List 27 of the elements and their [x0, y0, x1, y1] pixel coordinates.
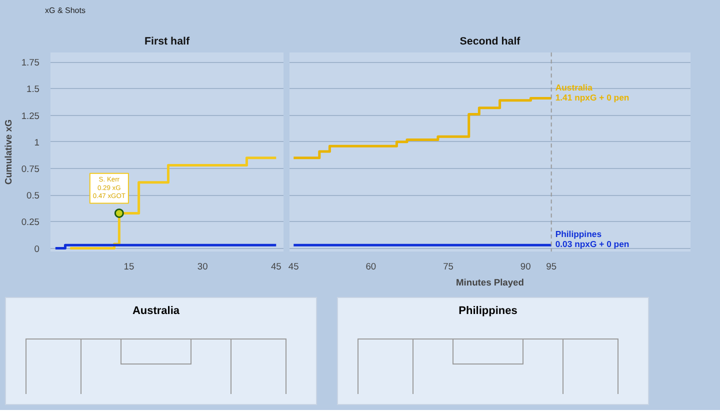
y-tick-label: 0.25: [21, 217, 40, 228]
x-tick-label: 45: [270, 262, 282, 272]
x-axis-title: Minutes Played: [456, 278, 524, 288]
y-tick-label: 1.5: [26, 84, 40, 94]
annotation: 1.41 npxG + 0 pen: [555, 92, 630, 102]
x-tick-label: 30: [197, 262, 208, 272]
y-axis-title: Cumulative xG: [3, 119, 14, 185]
chart-title: Second half: [460, 36, 521, 48]
x-tick-label: 15: [124, 262, 134, 272]
y-tick-label: 0.5: [26, 190, 40, 201]
text: Philippines: [458, 304, 518, 319]
text: Australia: [131, 304, 181, 319]
x-tick-label: 90: [520, 262, 531, 272]
y-tick-label: 0: [34, 244, 40, 254]
x-tick-label: 45: [288, 262, 299, 272]
y-tick-label: 1.75: [21, 58, 40, 68]
x-tick-label: 75: [443, 262, 454, 272]
x-tick-label: 60: [366, 262, 376, 272]
series-label: Philippines: [555, 229, 602, 240]
y-tick-label: 1.25: [21, 110, 40, 121]
x-tick-label: 95: [546, 262, 557, 272]
chart-title: First half: [144, 36, 190, 48]
series-label: Australia: [555, 82, 593, 92]
annotation: 0.03 npxG + 0 pen: [555, 239, 630, 250]
text: xG & Shots: [45, 5, 86, 16]
y-tick-label: 1: [34, 137, 40, 148]
y-tick-label: 0.75: [21, 164, 40, 174]
